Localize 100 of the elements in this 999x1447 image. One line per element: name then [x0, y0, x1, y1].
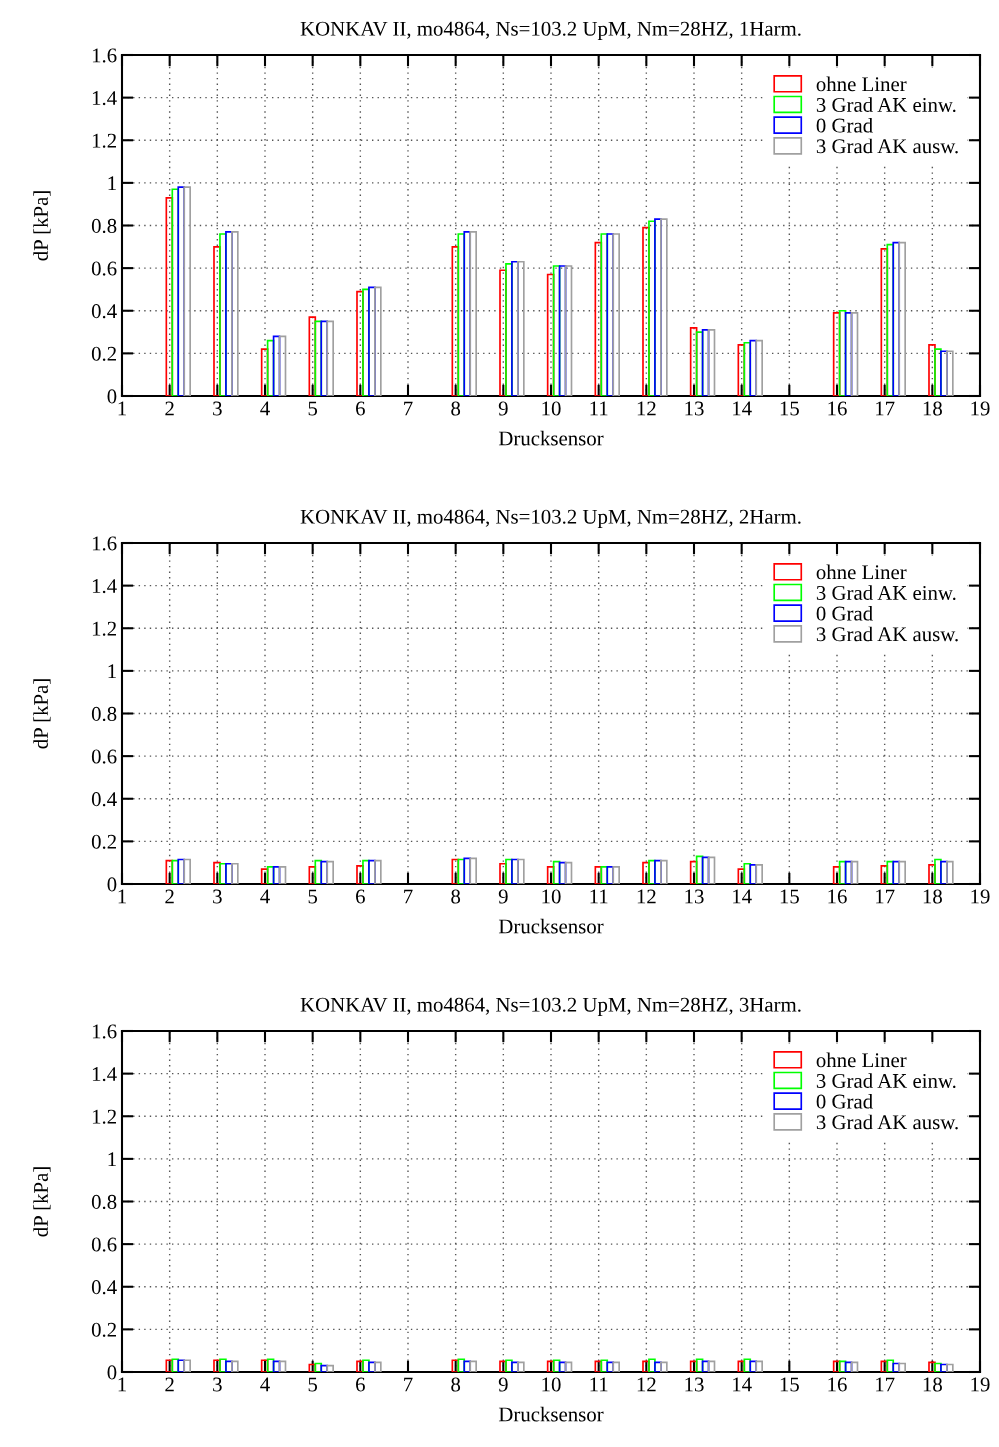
x-tick-label: 12	[637, 401, 656, 416]
y-tick-label: 0.6	[91, 1237, 117, 1252]
x-tick-label: 19	[971, 889, 990, 904]
x-tick-label: 8	[451, 1377, 461, 1392]
legend-label: 3 Grad AK einw.	[816, 97, 956, 113]
y-tick-label: 0	[107, 1365, 117, 1380]
x-tick-label: 6	[356, 889, 365, 904]
x-tick-label: 19	[971, 1377, 990, 1392]
x-tick-label: 18	[923, 401, 942, 416]
bar	[946, 350, 954, 396]
x-tick-label: 9	[498, 1377, 508, 1392]
legend-label: ohne Liner	[816, 564, 907, 580]
x-tick-label: 6	[356, 1377, 365, 1392]
x-tick-label: 3	[213, 1377, 222, 1392]
x-tick-label: 7	[404, 1377, 413, 1392]
bar	[231, 231, 239, 396]
chart-title: KONKAV II, mo4864, Ns=103.2 UpM, Nm=28HZ, 2Harm.	[300, 509, 801, 528]
legend-label: 3 Grad AK einw.	[816, 1073, 956, 1089]
y-tick-label: 1.4	[92, 1067, 117, 1082]
x-tick-label: 15	[780, 1377, 799, 1392]
y-tick-label: 1.4	[92, 91, 117, 106]
x-tick-label: 16	[828, 1377, 847, 1392]
bar	[469, 231, 477, 396]
x-tick-label: 11	[590, 1377, 608, 1392]
bar	[517, 260, 525, 396]
x-tick-label: 11	[590, 889, 608, 904]
x-tick-label: 5	[308, 401, 318, 416]
y-tick-label: 1.2	[92, 621, 116, 636]
y-tick-label: 1.2	[92, 133, 116, 148]
y-tick-label: 1.6	[92, 48, 117, 63]
x-tick-label: 18	[923, 889, 942, 904]
x-tick-label: 13	[685, 401, 704, 416]
x-tick-label: 9	[498, 401, 508, 416]
y-tick-label: 0.6	[91, 749, 117, 764]
bar	[660, 218, 668, 396]
y-tick-label: 1.2	[92, 1109, 116, 1124]
x-tick-label: 17	[876, 889, 895, 904]
y-tick-label: 0.2	[91, 834, 116, 849]
y-axis-title: dP [kPa]	[33, 191, 51, 261]
x-tick-label: 10	[542, 1377, 561, 1392]
y-tick-label: 0.6	[91, 261, 117, 276]
y-tick-label: 1	[108, 1152, 116, 1167]
x-tick-label: 3	[213, 401, 222, 416]
x-tick-label: 7	[404, 889, 413, 904]
legend-label: 3 Grad AK ausw.	[816, 138, 958, 154]
x-tick-label: 2	[165, 889, 174, 904]
y-tick-label: 1.6	[92, 1024, 117, 1039]
legend-label: ohne Liner	[816, 1052, 907, 1068]
y-tick-label: 0.8	[91, 1194, 117, 1210]
legend-label: 0 Grad	[816, 605, 873, 621]
y-tick-label: 1.4	[92, 579, 117, 594]
legend-label: 3 Grad AK ausw.	[816, 1114, 958, 1130]
x-tick-label: 6	[356, 401, 365, 416]
x-tick-label: 4	[260, 401, 270, 416]
y-tick-label: 0.4	[91, 792, 117, 807]
bar	[755, 339, 763, 396]
x-tick-label: 16	[828, 889, 847, 904]
y-tick-label: 0.2	[91, 1322, 116, 1337]
x-tick-label: 12	[637, 1377, 656, 1392]
x-axis-title: Drucksensor	[498, 1406, 604, 1422]
x-tick-label: 17	[876, 401, 895, 416]
y-tick-label: 0.8	[91, 706, 117, 722]
y-tick-label: 1	[108, 664, 116, 679]
chart-title: KONKAV II, mo4864, Ns=103.2 UpM, Nm=28HZ, 3Harm.	[300, 997, 801, 1016]
x-tick-label: 14	[733, 889, 752, 904]
y-tick-label: 0.2	[91, 346, 116, 361]
x-tick-label: 2	[165, 1377, 174, 1392]
x-tick-label: 4	[260, 1377, 270, 1392]
y-tick-label: 0.4	[91, 304, 117, 319]
x-tick-label: 13	[685, 889, 704, 904]
bar	[374, 286, 382, 396]
x-tick-label: 8	[451, 889, 461, 904]
y-tick-label: 1	[108, 176, 116, 191]
bar	[898, 241, 906, 396]
x-tick-label: 17	[876, 1377, 895, 1392]
bar	[707, 329, 716, 396]
x-tick-label: 14	[733, 1377, 752, 1392]
y-tick-label: 0.4	[91, 1280, 117, 1295]
y-axis-title: dP [kPa]	[33, 1167, 51, 1237]
y-tick-label: 0	[107, 389, 117, 404]
legend-label: 3 Grad AK einw.	[816, 585, 956, 601]
x-tick-label: 5	[308, 1377, 318, 1392]
y-axis-title: dP [kPa]	[33, 679, 51, 749]
x-tick-label: 15	[780, 401, 799, 416]
y-tick-label: 0	[107, 877, 117, 892]
legend-label: 0 Grad	[816, 117, 873, 133]
legend-label: 0 Grad	[816, 1093, 873, 1109]
x-tick-label: 14	[733, 401, 752, 416]
bar	[850, 312, 859, 396]
legend-label: 3 Grad AK ausw.	[816, 626, 958, 642]
x-tick-label: 19	[971, 401, 990, 416]
x-tick-label: 5	[308, 889, 318, 904]
y-tick-label: 1.6	[92, 536, 117, 551]
bar	[326, 320, 334, 396]
x-tick-label: 2	[165, 401, 174, 416]
bar	[564, 265, 573, 396]
y-tick-label: 0.8	[91, 218, 117, 234]
bar	[612, 233, 620, 396]
bar	[183, 186, 191, 396]
x-axis-title: Drucksensor	[498, 918, 604, 934]
